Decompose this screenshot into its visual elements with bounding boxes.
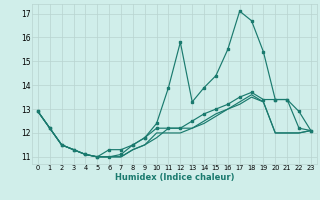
X-axis label: Humidex (Indice chaleur): Humidex (Indice chaleur): [115, 173, 234, 182]
